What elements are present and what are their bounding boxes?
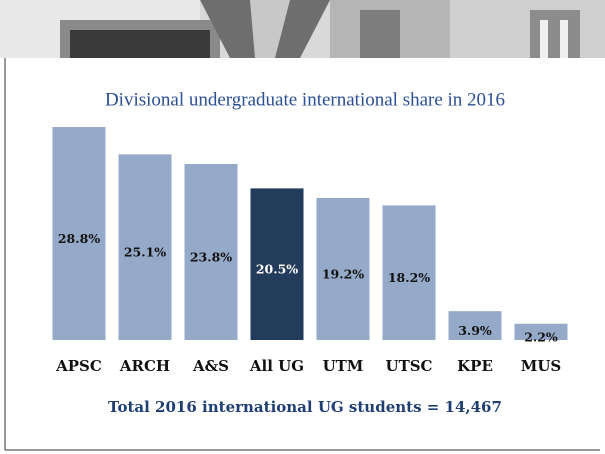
x-tick-label: ARCH: [119, 357, 170, 375]
value-label: 23.8%: [190, 249, 232, 264]
bar: [382, 205, 436, 340]
chart-title: Divisional undergraduate international s…: [105, 89, 505, 110]
bar: [514, 323, 568, 340]
bar: [316, 198, 370, 340]
x-tick-label: A&S: [192, 357, 229, 375]
value-label: 19.2%: [322, 267, 364, 282]
x-tick-label: UTM: [323, 357, 364, 375]
footnote: Total 2016 international UG students = 1…: [108, 398, 502, 416]
value-label: 2.2%: [524, 329, 558, 344]
bar: [448, 311, 502, 340]
value-label: 18.2%: [388, 270, 430, 285]
x-tick-label: All UG: [249, 357, 304, 375]
value-label: 20.5%: [256, 262, 298, 277]
bar: [118, 154, 172, 340]
x-tick-label: UTSC: [385, 357, 432, 375]
value-label: 3.9%: [458, 323, 492, 338]
bar: [250, 188, 304, 340]
banner: [0, 0, 605, 58]
bar: [52, 127, 106, 340]
x-tick-label: APSC: [55, 357, 102, 375]
bar: [184, 163, 238, 340]
x-tick-label: KPE: [457, 357, 493, 375]
value-label: 28.8%: [58, 231, 100, 246]
x-tick-label: MUS: [521, 357, 562, 375]
value-label: 25.1%: [124, 245, 166, 260]
